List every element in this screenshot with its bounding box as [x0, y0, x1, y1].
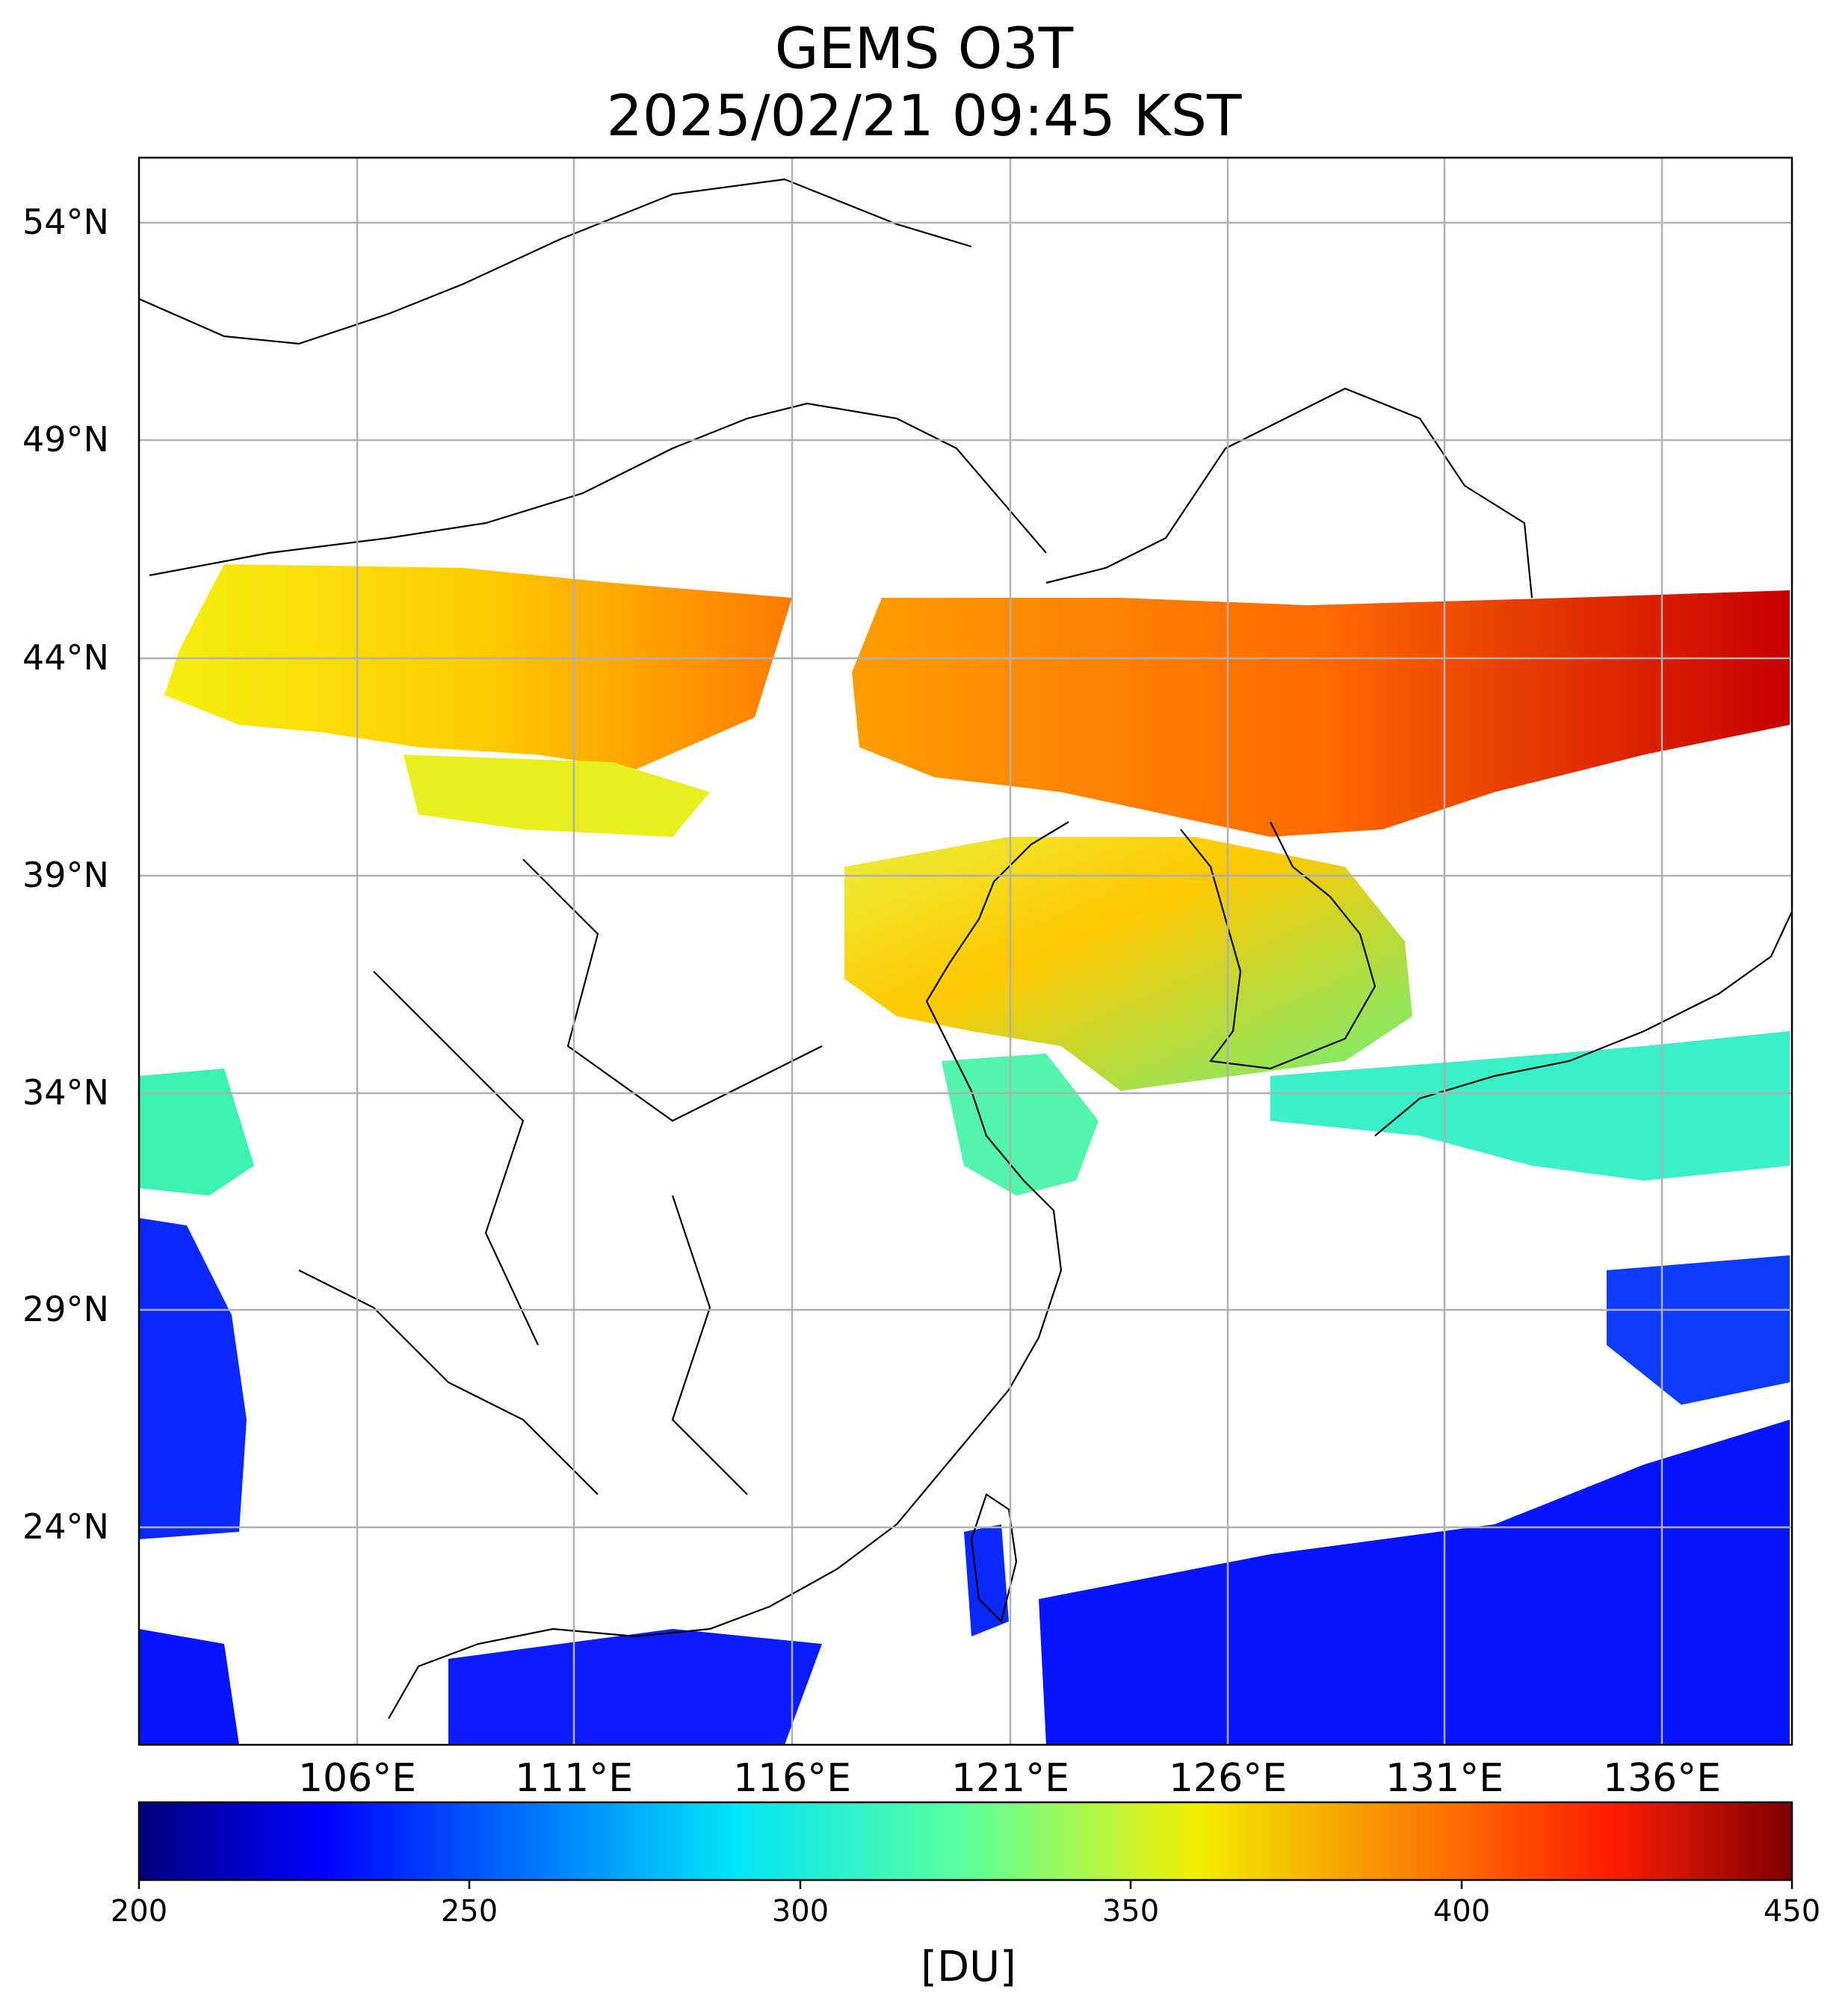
colorbar-tick-250: 250	[440, 1894, 498, 1929]
japan-coastline	[1374, 911, 1792, 1137]
map-gridlines	[139, 158, 1792, 1745]
ozone-region-southwest	[139, 1218, 247, 1539]
taiwan-coastline	[970, 1493, 1018, 1624]
ozone-region-west-green	[139, 1069, 254, 1196]
china-russia-border	[1045, 387, 1533, 599]
lat-label-39n: 39°N	[22, 855, 109, 895]
lat-label-34n: 34°N	[22, 1072, 109, 1113]
china-coastline	[388, 821, 1069, 1719]
lat-label-49n: 49°N	[22, 419, 109, 460]
colorbar-tick-350: 350	[1101, 1894, 1160, 1929]
ozone-region-east-china-sea	[942, 1054, 1098, 1196]
ozone-region-taiwan	[964, 1524, 1009, 1636]
map-timestamp: 2025/02/21 09:45 KST	[606, 82, 1242, 149]
colorbar-tick-450: 450	[1763, 1894, 1821, 1929]
colorbar	[137, 1801, 1793, 1882]
colorbar-tick-300: 300	[771, 1894, 829, 1929]
lon-label-131e: 131°E	[1385, 1756, 1504, 1801]
coastline-lines	[139, 178, 1792, 1719]
lon-label-106e: 106°E	[297, 1756, 417, 1801]
map-title: GEMS O3T	[774, 15, 1074, 81]
lat-label-24n: 24°N	[22, 1506, 109, 1547]
ozone-region-japan-sea	[1270, 1031, 1790, 1181]
ozone-region-south-china-sea	[448, 1629, 822, 1745]
lat-label-44n: 44°N	[22, 637, 109, 678]
mongolia-russia-border	[139, 178, 972, 345]
china-mongolia-border	[149, 402, 1047, 577]
lon-label-111e: 111°E	[514, 1756, 634, 1801]
ozone-region-yellow-band	[404, 755, 710, 837]
province-borders	[298, 859, 823, 1495]
colorbar-tick-400: 400	[1433, 1894, 1491, 1929]
ozone-region-pacific	[1039, 1420, 1790, 1745]
lon-label-116e: 116°E	[732, 1756, 852, 1801]
lon-label-126e: 126°E	[1168, 1756, 1288, 1801]
ozone-region-mongolia	[164, 564, 792, 770]
lat-label-54n: 54°N	[22, 202, 109, 242]
map-frame	[137, 156, 1793, 1746]
colorbar-unit-label: [DU]	[921, 1943, 1016, 1991]
ozone-region-southwest-corner	[139, 1629, 239, 1745]
ozone-region-pacific-east	[1607, 1255, 1790, 1405]
ozone-field	[139, 564, 1790, 1745]
lon-label-121e: 121°E	[951, 1756, 1070, 1801]
lat-label-29n: 29°N	[22, 1289, 109, 1329]
ozone-region-northeast	[852, 590, 1790, 837]
lon-label-136e: 136°E	[1602, 1756, 1722, 1801]
korea-coastline	[1180, 821, 1376, 1070]
colorbar-tick-marks	[137, 1880, 1793, 1889]
colorbar-tick-200: 200	[110, 1894, 168, 1929]
